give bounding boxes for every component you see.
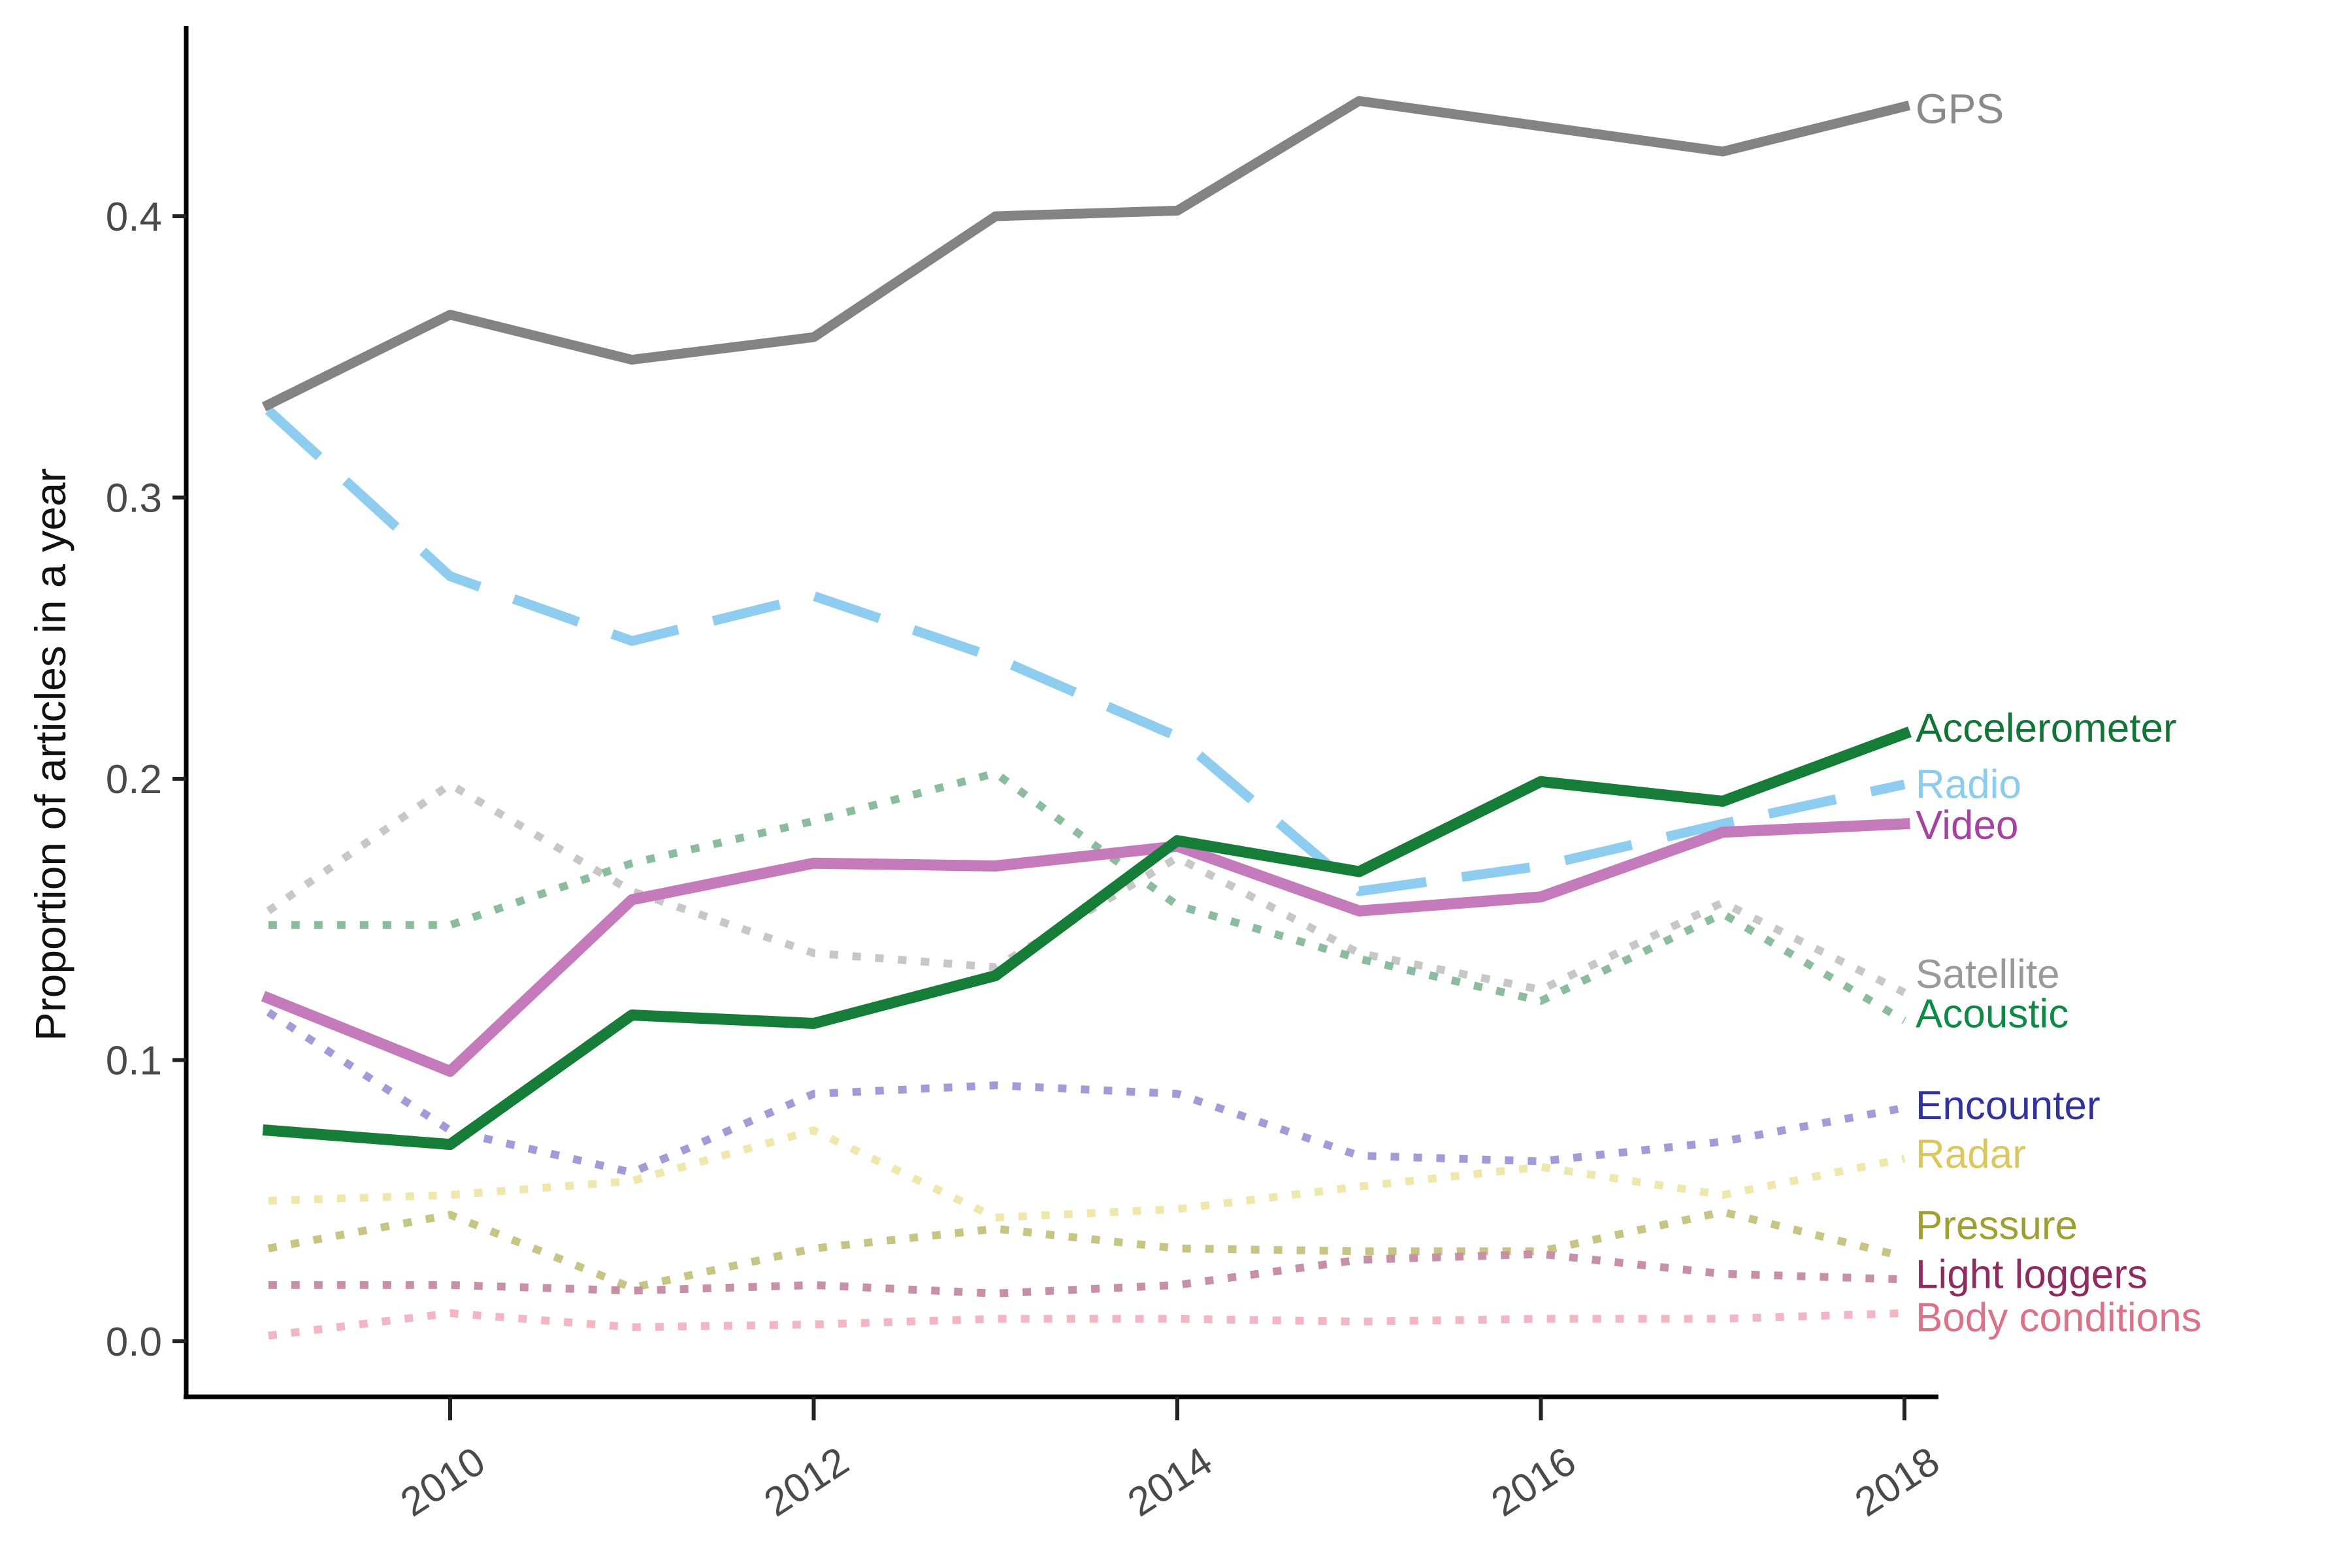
series-line-encounter <box>266 1009 1906 1177</box>
y-tick-label: 0.4 <box>106 195 162 240</box>
x-tick-label: 2016 <box>1484 1439 1584 1526</box>
series-line-satellite <box>266 780 1906 996</box>
axes: Proportion of articles in a year <box>26 26 1938 1399</box>
y-axis-title: Proportion of articles in a year <box>26 468 74 1041</box>
x-tick-label: 2014 <box>1120 1439 1220 1526</box>
y-axis-ticks: 0.0 0.1 0.2 0.3 0.4 <box>106 195 186 1365</box>
series-lines <box>261 96 1912 1340</box>
series-line-acoustic <box>268 769 1907 1024</box>
series-label-body-conditions: Body conditions <box>1916 1295 2202 1340</box>
series-label-accelerometer: Accelerometer <box>1916 706 2177 751</box>
series-line-pressure <box>267 1208 1906 1292</box>
series-label-light-loggers: Light loggers <box>1916 1252 2148 1298</box>
series-label-radar: Radar <box>1916 1132 2026 1177</box>
series-line-radio <box>265 406 1906 896</box>
series-label-video: Video <box>1916 803 2018 848</box>
x-tick-label: 2018 <box>1847 1439 1947 1526</box>
series-label-acoustic: Acoustic <box>1916 991 2068 1036</box>
series-line-video <box>261 818 1910 1077</box>
series-line-accelerometer <box>262 727 1912 1151</box>
series-line-light-loggers <box>268 1250 1905 1298</box>
y-tick-label: 0.1 <box>106 1039 162 1084</box>
x-axis-ticks: 2010 2012 2014 2016 2018 <box>393 1397 1948 1526</box>
series-line-body-conditions <box>268 1309 1905 1340</box>
y-tick-label: 0.2 <box>106 757 162 802</box>
series-line-gps <box>261 96 1911 412</box>
x-tick-label: 2012 <box>757 1439 857 1526</box>
series-label-pressure: Pressure <box>1916 1203 2078 1249</box>
y-tick-label: 0.0 <box>106 1320 162 1365</box>
series-label-gps: GPS <box>1916 85 2004 132</box>
x-tick-label: 2010 <box>393 1439 493 1526</box>
y-tick-label: 0.3 <box>106 476 162 521</box>
series-label-encounter: Encounter <box>1916 1083 2100 1128</box>
series-label-radio: Radio <box>1916 762 2021 808</box>
series-label-satellite: Satellite <box>1916 952 2060 997</box>
